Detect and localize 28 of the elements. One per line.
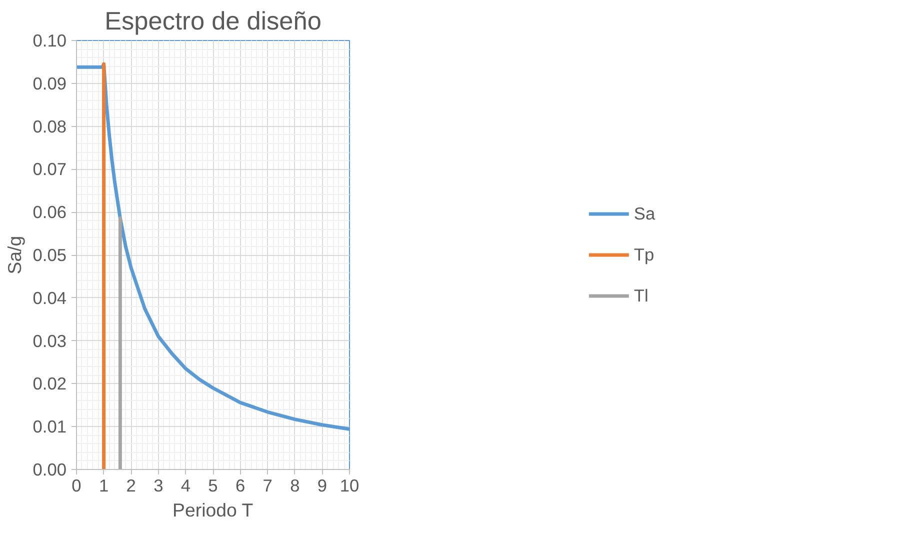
legend-label: Sa: [634, 203, 656, 224]
y-tick-label: 0.01: [32, 416, 67, 437]
chart-title: Espectro de diseño: [104, 8, 322, 36]
x-tick-label: 4: [180, 476, 191, 496]
x-tick-label: 5: [208, 476, 218, 496]
y-tick-label: 0.06: [32, 202, 67, 222]
x-tick-label: 0: [72, 476, 82, 496]
y-tick-label: 0.00: [32, 460, 67, 480]
x-axis-title: Periodo T: [172, 500, 254, 520]
x-tick-label: 6: [235, 476, 246, 496]
y-tick-label: 0.08: [32, 116, 67, 136]
y-tick-label: 0.02: [32, 374, 67, 394]
x-tick-label: 8: [290, 476, 300, 496]
legend-label: Tl: [634, 285, 650, 306]
legend-label: Tp: [634, 244, 654, 265]
y-tick-label: 0.05: [32, 245, 67, 265]
x-tick-label: 9: [317, 476, 328, 496]
x-tick-label: 7: [262, 476, 272, 496]
y-tick-label: 0.03: [32, 330, 67, 351]
x-tick-label: 10: [340, 476, 360, 496]
x-tick-label: 2: [126, 476, 136, 496]
y-tick-label: 0.10: [32, 30, 67, 50]
y-axis-title: Sa/g: [4, 236, 25, 274]
y-tick-label: 0.09: [32, 73, 67, 94]
x-tick-label: 3: [154, 476, 164, 496]
y-tick-label: 0.07: [32, 159, 67, 180]
x-tick-label: 1: [98, 476, 109, 496]
y-tick-label: 0.04: [32, 288, 67, 308]
